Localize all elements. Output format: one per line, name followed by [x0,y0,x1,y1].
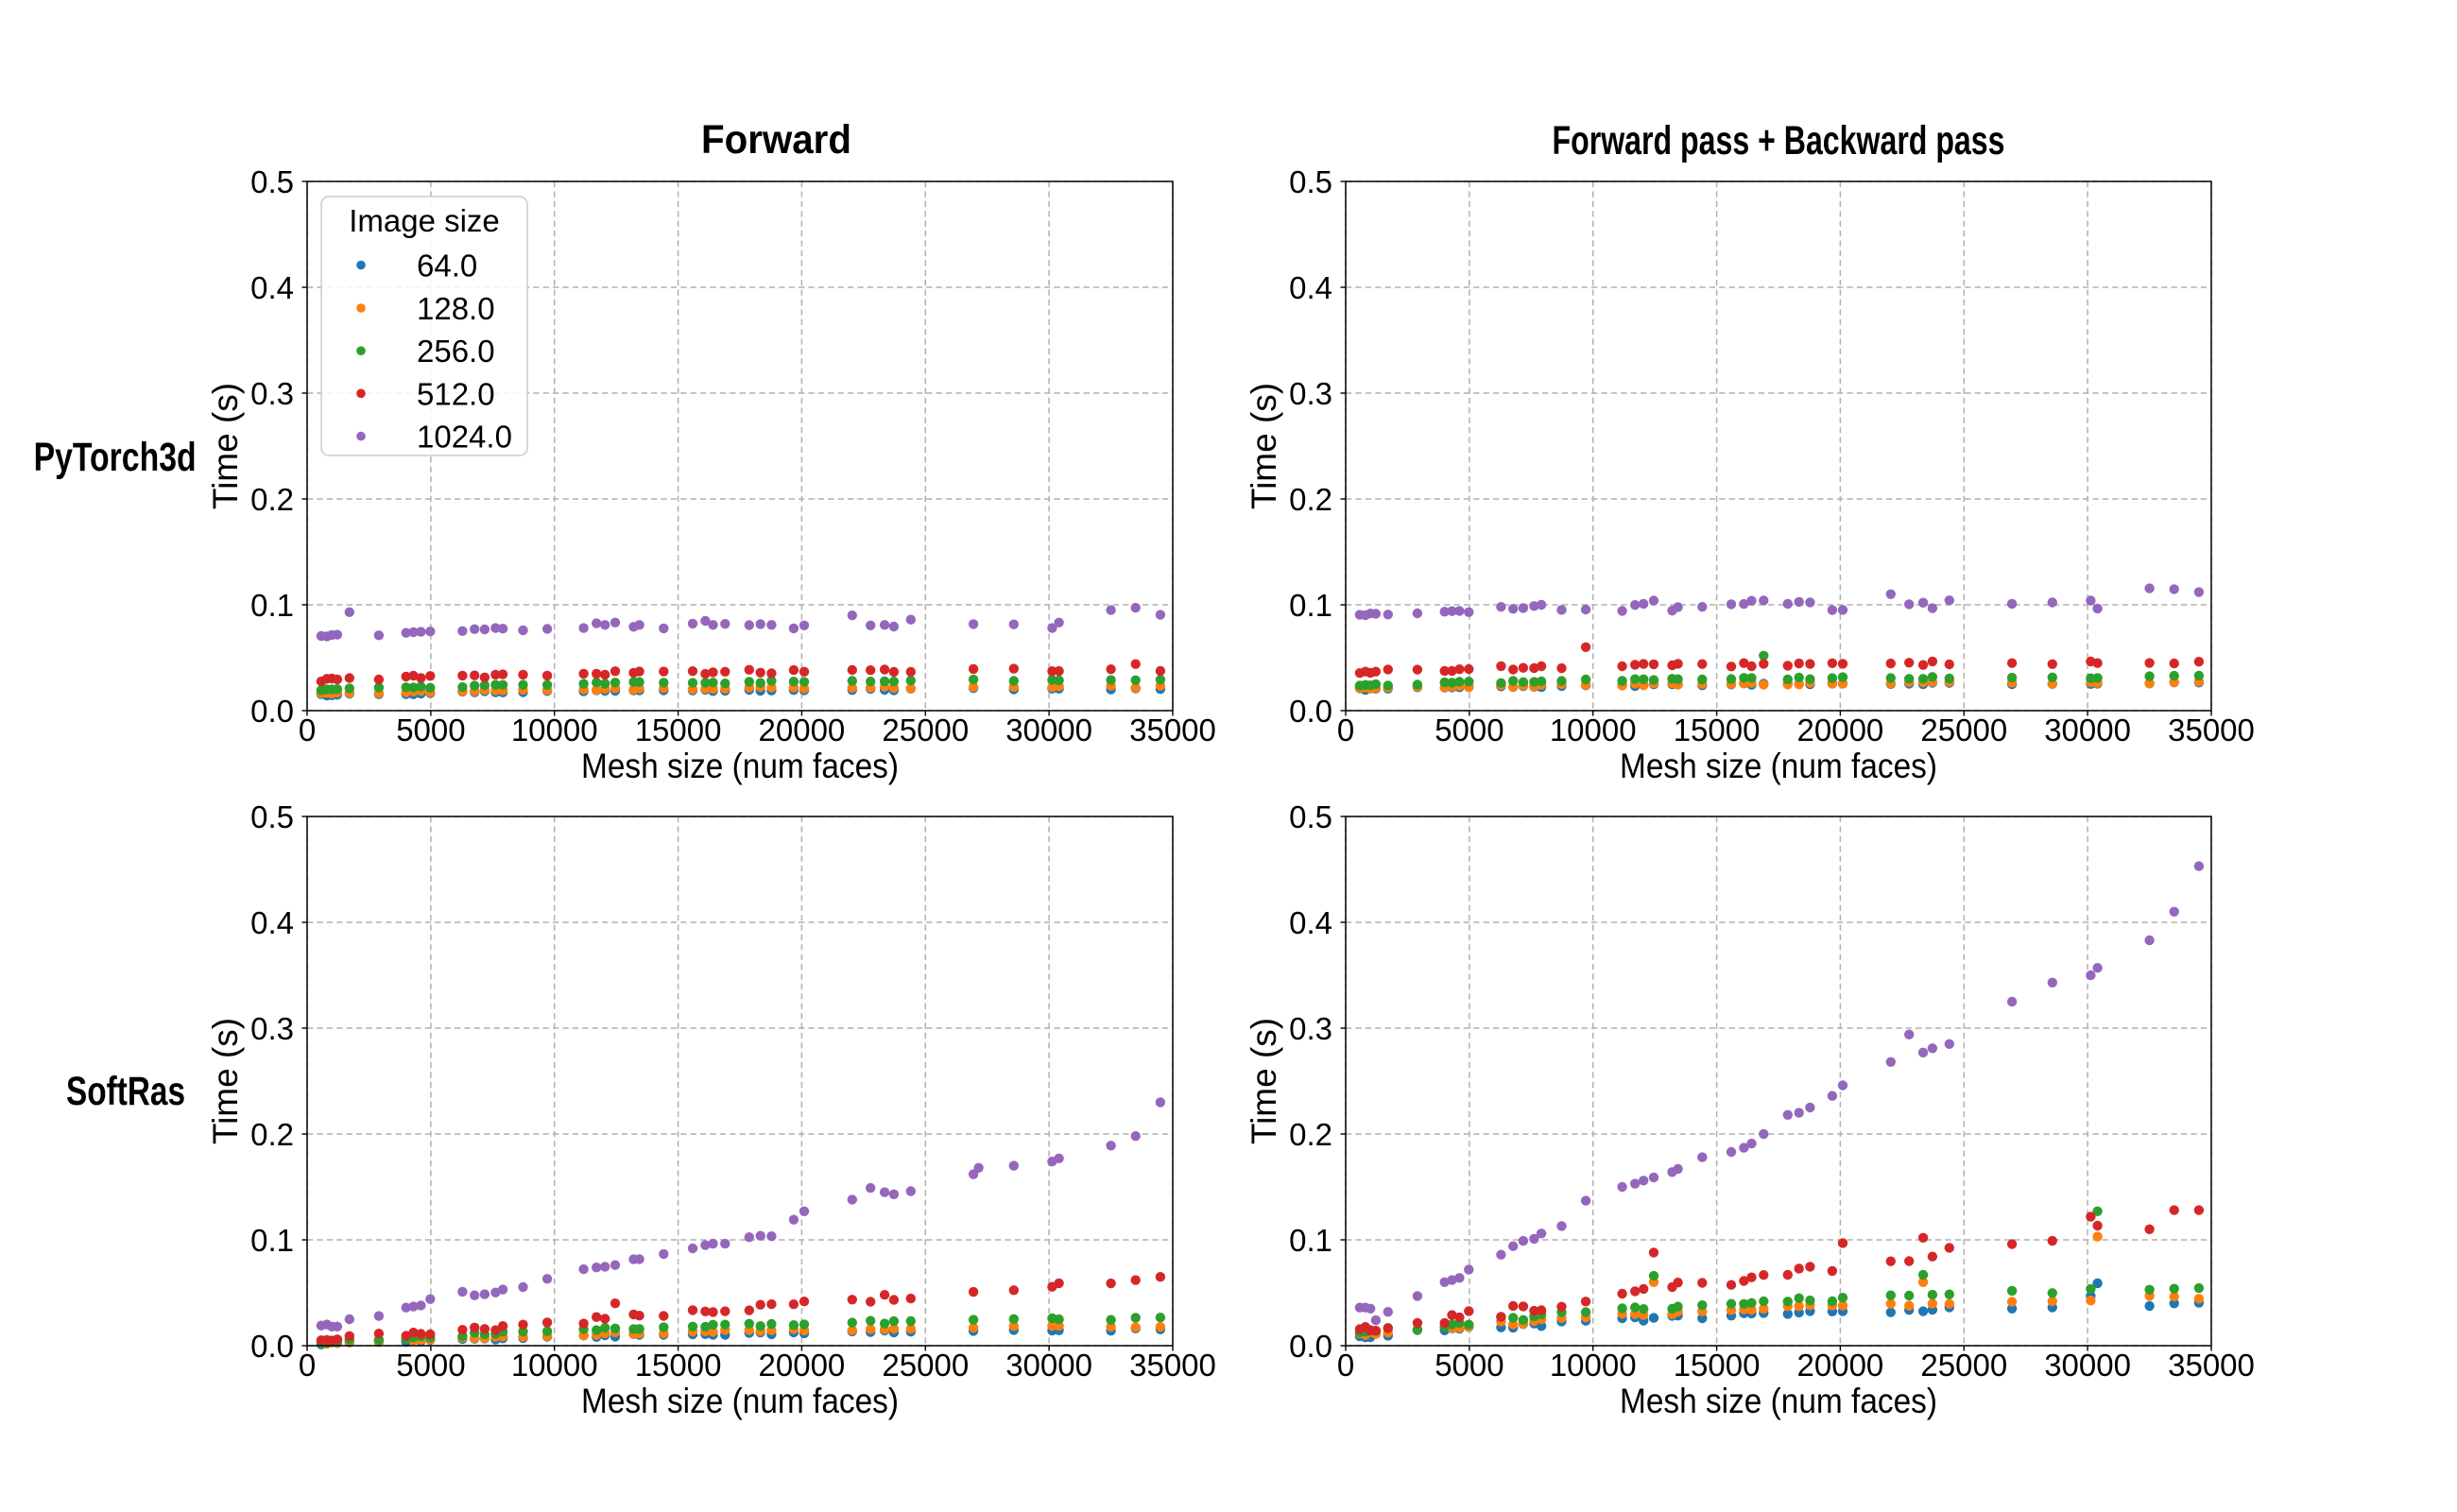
svg-text:Forward pass + Backward pass: Forward pass + Backward pass [1553,118,2005,163]
svg-text:5000: 5000 [396,1348,465,1383]
svg-text:0.1: 0.1 [1289,1223,1332,1258]
svg-text:25000: 25000 [1920,713,2007,747]
svg-text:5000: 5000 [396,713,465,747]
svg-text:10000: 10000 [511,713,598,747]
svg-text:35000: 35000 [1129,713,1216,747]
svg-text:Mesh size (num faces): Mesh size (num faces) [581,747,899,785]
svg-text:20000: 20000 [1797,713,1884,747]
svg-text:35000: 35000 [2168,1348,2255,1383]
svg-text:15000: 15000 [635,1348,722,1383]
svg-text:0.0: 0.0 [250,1329,294,1364]
svg-text:30000: 30000 [2044,1348,2131,1383]
svg-text:30000: 30000 [1005,1348,1092,1383]
svg-text:Mesh size (num faces): Mesh size (num faces) [1620,1382,1937,1420]
svg-text:64.0: 64.0 [417,249,477,284]
svg-text:30000: 30000 [2044,713,2131,747]
svg-text:20000: 20000 [1797,1348,1884,1383]
svg-text:0.2: 0.2 [1289,1117,1332,1152]
svg-text:Mesh size (num faces): Mesh size (num faces) [581,1382,899,1420]
svg-text:SoftRas: SoftRas [66,1069,185,1114]
svg-text:Image size: Image size [349,203,500,238]
svg-text:0.5: 0.5 [1289,799,1332,834]
svg-text:15000: 15000 [635,713,722,747]
svg-text:Time (s): Time (s) [206,383,245,509]
svg-text:0.5: 0.5 [250,799,294,834]
svg-text:128.0: 128.0 [417,291,495,326]
svg-text:0.4: 0.4 [250,270,294,305]
svg-text:0.3: 0.3 [1289,376,1332,411]
svg-text:20000: 20000 [759,1348,846,1383]
svg-text:0: 0 [299,713,316,747]
svg-text:5000: 5000 [1435,713,1503,747]
svg-text:35000: 35000 [1129,1348,1216,1383]
svg-text:0.4: 0.4 [1289,905,1332,940]
svg-text:25000: 25000 [882,713,969,747]
svg-text:0.4: 0.4 [250,905,294,940]
svg-text:0.3: 0.3 [250,376,294,411]
svg-text:20000: 20000 [759,713,846,747]
svg-text:256.0: 256.0 [417,334,495,369]
svg-text:25000: 25000 [882,1348,969,1383]
svg-text:0.2: 0.2 [250,482,294,517]
svg-text:Mesh size (num faces): Mesh size (num faces) [1620,747,1937,785]
svg-text:0: 0 [1337,713,1354,747]
svg-text:0: 0 [1337,1348,1354,1383]
svg-text:0: 0 [299,1348,316,1383]
svg-text:512.0: 512.0 [417,376,495,411]
svg-text:Time (s): Time (s) [206,1018,245,1144]
svg-text:0.2: 0.2 [1289,482,1332,517]
svg-text:0.5: 0.5 [250,164,294,199]
svg-text:0.0: 0.0 [250,694,294,729]
svg-text:15000: 15000 [1674,713,1761,747]
svg-text:Time (s): Time (s) [1245,383,1283,509]
svg-text:0.0: 0.0 [1289,694,1332,729]
svg-text:10000: 10000 [1550,713,1637,747]
svg-text:PyTorch3d: PyTorch3d [34,435,197,480]
svg-text:10000: 10000 [1550,1348,1637,1383]
svg-text:Time (s): Time (s) [1245,1018,1283,1144]
svg-text:25000: 25000 [1920,1348,2007,1383]
svg-text:0.4: 0.4 [1289,270,1332,305]
svg-text:0.1: 0.1 [250,588,294,623]
svg-text:0.1: 0.1 [250,1223,294,1258]
svg-text:0.5: 0.5 [1289,164,1332,199]
svg-text:0.3: 0.3 [1289,1011,1332,1046]
svg-text:0.2: 0.2 [250,1117,294,1152]
svg-text:10000: 10000 [511,1348,598,1383]
svg-text:Forward: Forward [701,117,851,163]
svg-text:0.3: 0.3 [250,1011,294,1046]
svg-text:0.1: 0.1 [1289,588,1332,623]
svg-text:0.0: 0.0 [1289,1329,1332,1364]
svg-text:5000: 5000 [1435,1348,1503,1383]
svg-text:15000: 15000 [1674,1348,1761,1383]
svg-text:35000: 35000 [2168,713,2255,747]
svg-text:30000: 30000 [1005,713,1092,747]
svg-text:1024.0: 1024.0 [417,420,512,455]
